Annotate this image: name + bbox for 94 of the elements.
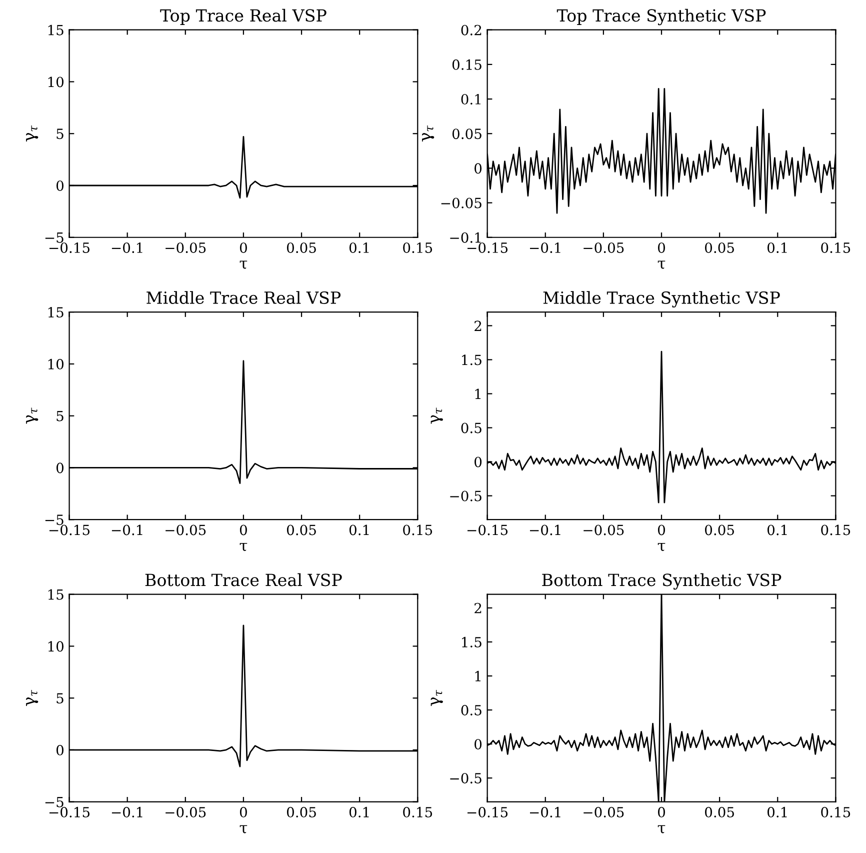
- y-tick-label: 0.15: [452, 59, 482, 70]
- x-tick-label: 0.05: [705, 242, 734, 253]
- x-tick-label: 0: [240, 806, 247, 818]
- y-tick-label: 10: [48, 358, 64, 370]
- x-tick-label: 0.15: [403, 524, 432, 536]
- x-axis-title: τ: [658, 260, 666, 269]
- x-tick-label: 0.15: [403, 806, 432, 818]
- x-tick-label: 0: [658, 524, 665, 536]
- y-axis-title: γ$_{τ}$: [422, 125, 434, 142]
- y-tick-label: 15: [48, 589, 64, 600]
- chart-title: Top Trace Synthetic VSP: [556, 8, 766, 26]
- x-tick-label: −0.1: [530, 524, 560, 536]
- y-axis-title: γ$_{τ}$: [26, 408, 38, 424]
- x-tick-label: −0.05: [584, 242, 624, 253]
- y-tick-label: 10: [48, 641, 64, 652]
- y-tick-label: 1.5: [462, 636, 482, 648]
- y-tick-label: 5: [56, 410, 64, 422]
- y-tick-label: 15: [48, 307, 64, 318]
- x-tick-label: 0: [240, 524, 247, 536]
- x-tick-label: 0.1: [768, 806, 787, 818]
- chart-title: Bottom Trace Real VSP: [145, 573, 342, 586]
- y-tick-label: 0.05: [452, 128, 482, 140]
- x-tick-label: −0.1: [112, 806, 142, 818]
- y-tick-label: −5: [45, 514, 64, 526]
- y-tick-label: −0.1: [450, 232, 480, 243]
- chart-title: Middle Trace Synthetic VSP: [543, 291, 780, 308]
- x-tick-label: 0.15: [821, 806, 850, 818]
- x-tick-label: −0.15: [468, 806, 508, 818]
- y-tick-label: 0.2: [461, 24, 482, 36]
- x-axis-title: τ: [240, 260, 248, 269]
- x-tick-label: 0.05: [286, 242, 316, 253]
- y-tick-label: 0: [56, 462, 64, 474]
- x-tick-label: −0.05: [584, 806, 624, 818]
- x-axis-title: τ: [658, 825, 666, 834]
- x-axis-title: τ: [240, 825, 248, 834]
- y-tick-label: 1.5: [462, 354, 482, 366]
- y-tick-label: −0.5: [450, 490, 482, 502]
- x-tick-label: 0.05: [286, 524, 316, 536]
- y-tick-label: 0: [474, 456, 482, 468]
- x-tick-label: 0.1: [349, 806, 369, 818]
- x-tick-label: 0.05: [705, 806, 734, 818]
- x-tick-label: −0.1: [112, 242, 142, 253]
- x-tick-label: 0.15: [403, 242, 432, 253]
- x-tick-label: −0.1: [530, 806, 560, 818]
- x-tick-label: −0.15: [49, 806, 90, 818]
- x-tick-label: −0.05: [166, 242, 206, 253]
- y-tick-label: 0: [474, 738, 482, 750]
- y-tick-label: 15: [48, 24, 64, 36]
- x-tick-label: −0.05: [166, 524, 206, 536]
- x-axis-title: τ: [658, 542, 666, 551]
- x-tick-label: −0.05: [166, 806, 206, 818]
- y-tick-label: 10: [48, 76, 64, 88]
- x-tick-label: 0.05: [705, 524, 734, 536]
- y-tick-label: 5: [56, 128, 64, 140]
- x-tick-label: 0.1: [768, 524, 787, 536]
- x-axis-title: τ: [240, 542, 248, 551]
- y-tick-label: 1: [475, 670, 480, 682]
- y-axis-title: γ$_{τ}$: [26, 690, 38, 706]
- x-tick-label: 0.15: [821, 524, 850, 536]
- x-tick-label: 0.05: [286, 806, 316, 818]
- y-axis-title: γ$_{τ}$: [26, 125, 38, 142]
- chart-title: Middle Trace Real VSP: [146, 291, 341, 304]
- x-tick-label: 0.1: [349, 242, 369, 253]
- y-tick-label: 0.5: [461, 422, 482, 434]
- y-tick-label: 5: [56, 693, 64, 704]
- x-tick-label: 0: [658, 806, 665, 818]
- x-tick-label: −0.1: [112, 524, 142, 536]
- y-tick-label: 0.1: [461, 94, 480, 104]
- x-tick-label: 0.1: [768, 242, 787, 253]
- x-tick-label: −0.1: [530, 242, 560, 253]
- y-tick-label: −0.05: [441, 198, 482, 208]
- y-axis-title: γ$_{τ}$: [430, 690, 443, 706]
- y-tick-label: −5: [45, 796, 64, 808]
- y-tick-label: 2: [474, 602, 482, 614]
- x-tick-label: 0.1: [349, 524, 369, 536]
- x-tick-label: −0.05: [584, 524, 624, 536]
- x-tick-label: 0: [658, 242, 665, 253]
- x-tick-label: 0.15: [821, 242, 850, 253]
- y-tick-label: 0: [56, 180, 64, 191]
- y-tick-label: 0.5: [461, 704, 482, 716]
- y-tick-label: 2: [474, 320, 482, 331]
- chart-title: Bottom Trace Synthetic VSP: [542, 573, 782, 590]
- x-tick-label: −0.15: [468, 242, 508, 253]
- x-tick-label: 0: [240, 242, 247, 253]
- chart-title: Top Trace Real VSP: [160, 8, 326, 25]
- y-tick-label: 1: [475, 388, 480, 399]
- y-tick-label: −0.5: [450, 772, 482, 784]
- x-tick-label: −0.15: [468, 524, 508, 536]
- x-tick-label: −0.15: [49, 524, 90, 536]
- y-tick-label: 0: [474, 163, 482, 174]
- y-axis-title: γ$_{τ}$: [430, 408, 443, 424]
- y-tick-label: −5: [45, 232, 64, 243]
- x-tick-label: −0.15: [49, 242, 90, 253]
- y-tick-label: 0: [56, 744, 64, 756]
